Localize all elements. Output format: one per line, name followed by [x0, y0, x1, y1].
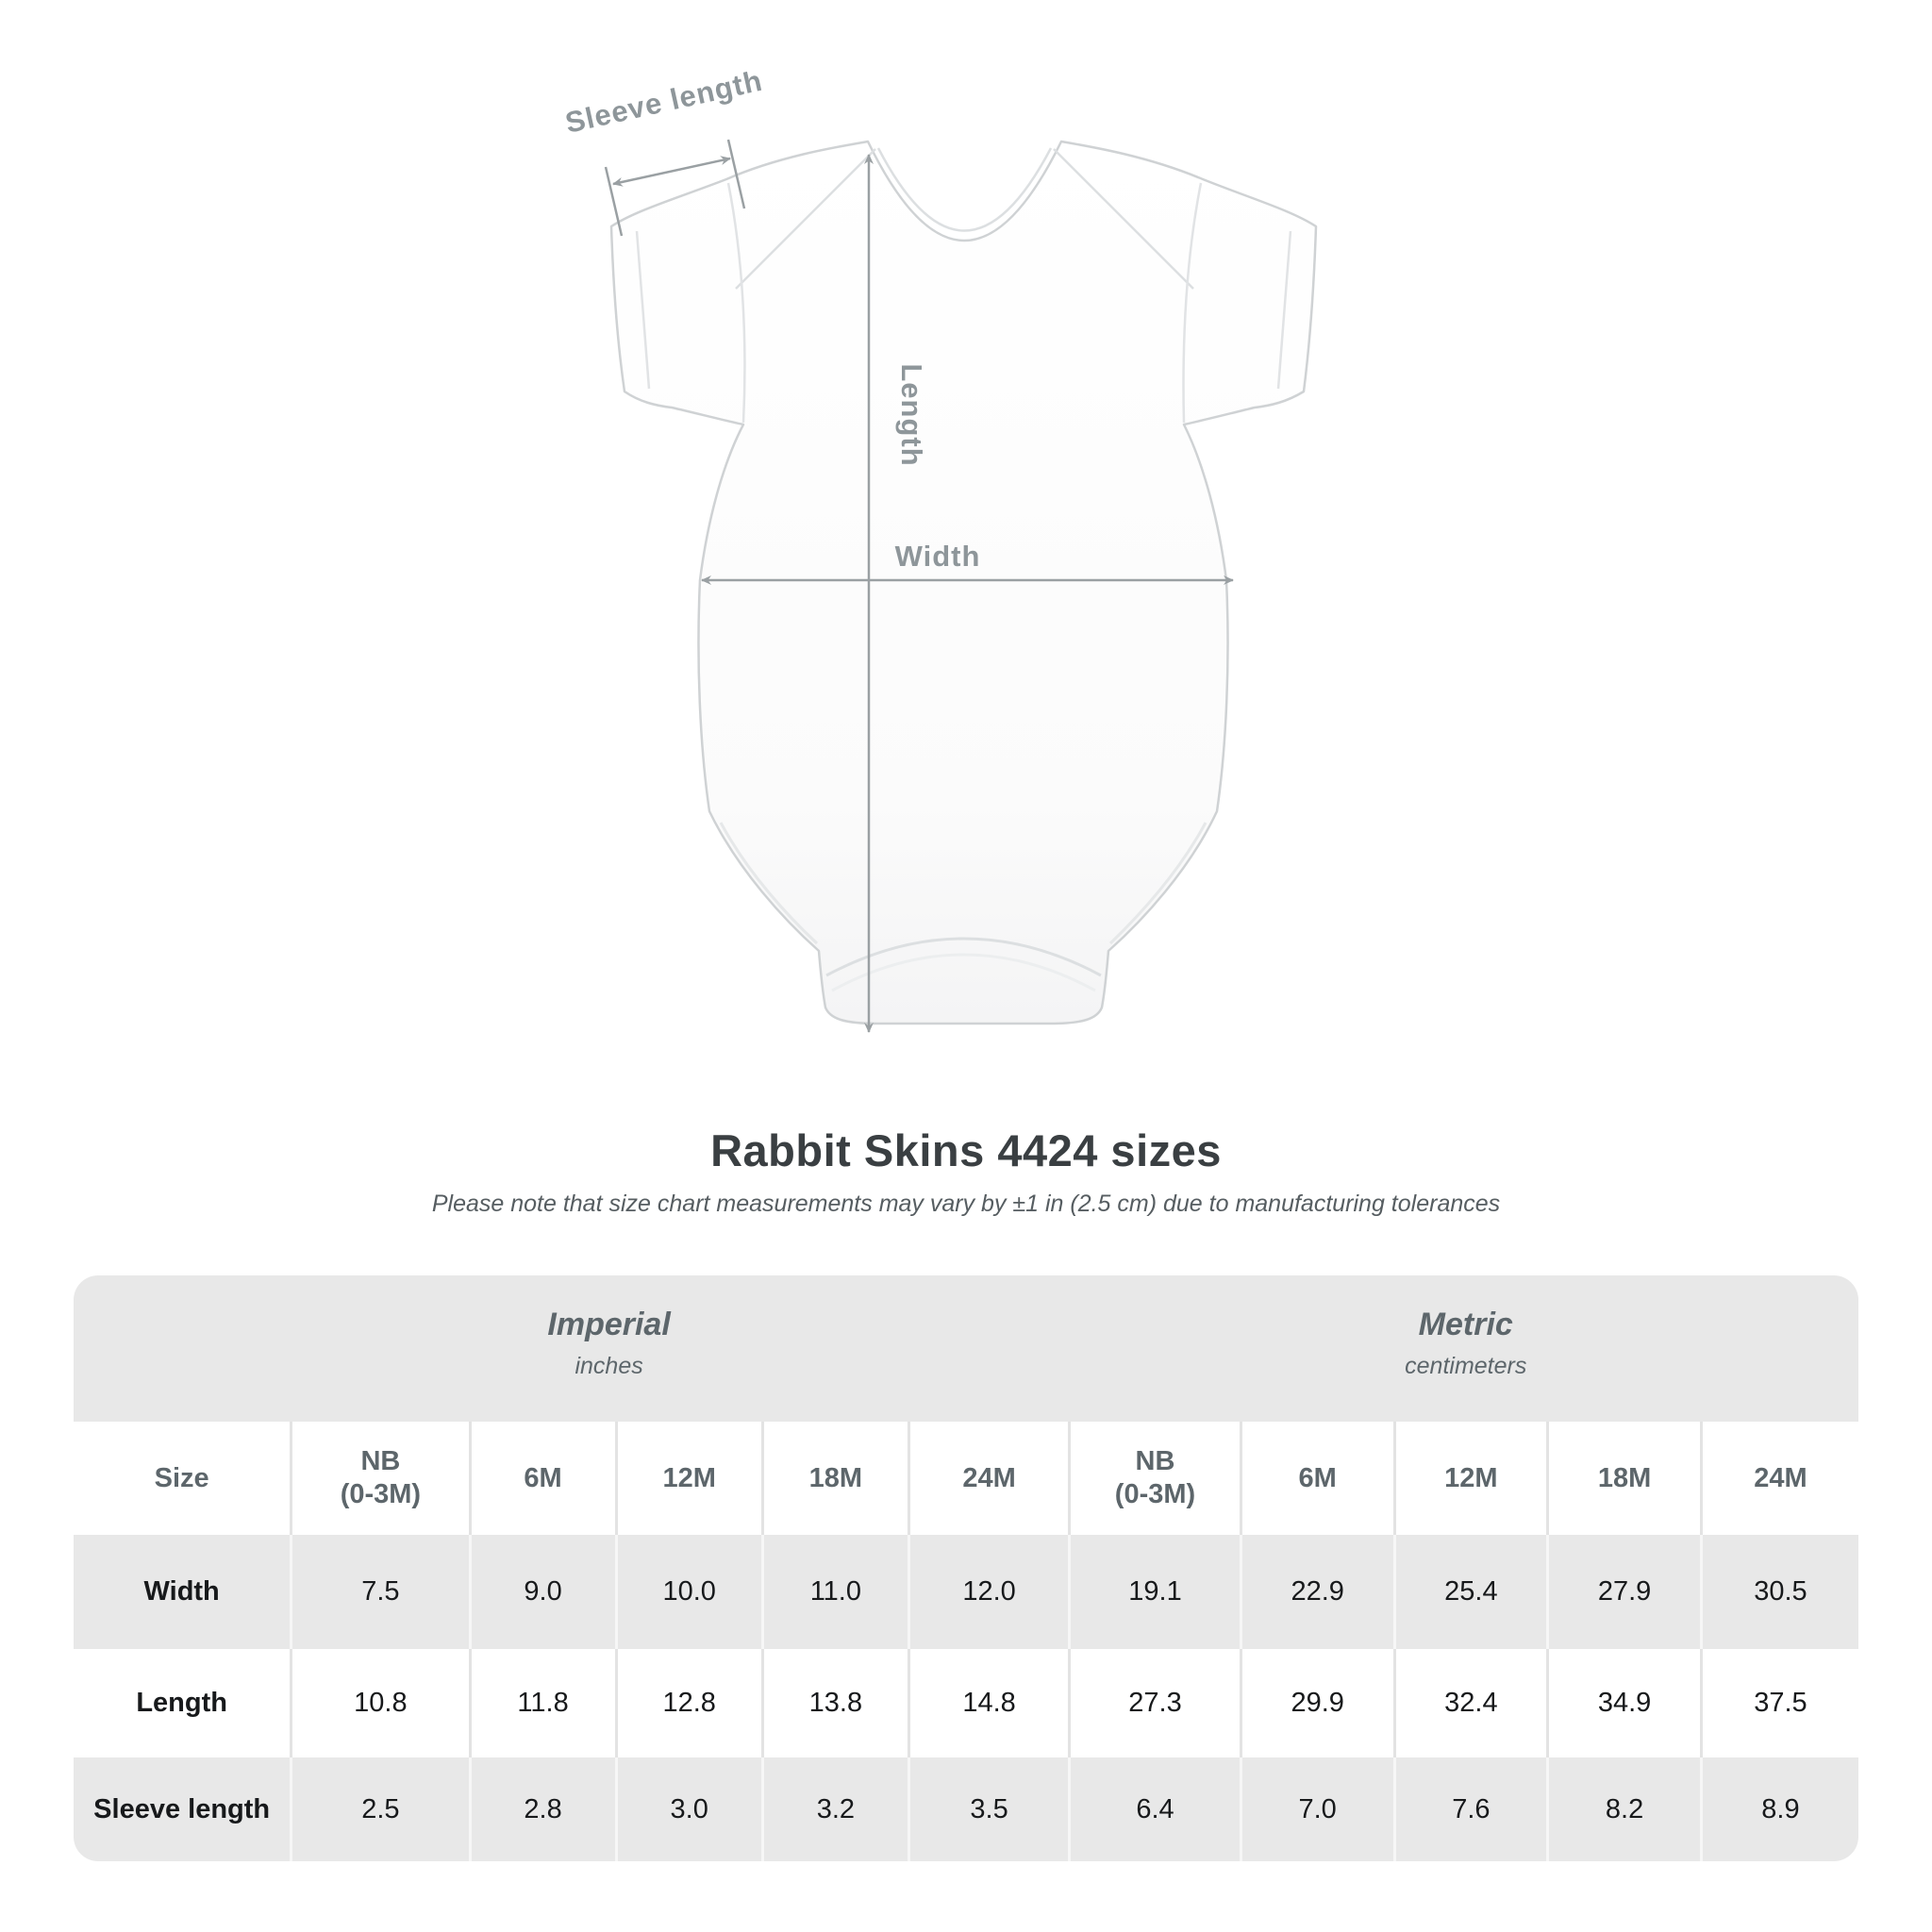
value-cell: 11.0	[760, 1535, 909, 1649]
column-header-cell: 18M	[760, 1422, 909, 1535]
value-cell: 9.0	[468, 1535, 617, 1649]
value-cell: 22.9	[1239, 1535, 1395, 1649]
sleeve-tick-right	[726, 139, 746, 209]
column-header-cell: 24M	[907, 1422, 1070, 1535]
value-cell: 34.9	[1546, 1649, 1702, 1757]
sleeve-length-label: Sleeve length	[562, 64, 765, 140]
value-cell: 2.8	[468, 1757, 617, 1861]
column-header-cell: 6M	[1239, 1422, 1395, 1535]
column-header-cell: 12M	[614, 1422, 763, 1535]
table-row: Length 10.8 11.8 12.8 13.8 14.8 27.3 29.9 32.4 34…	[74, 1649, 1858, 1757]
column-header-cell: NB (0-3M)	[290, 1422, 470, 1535]
left-cuff-seam	[635, 230, 651, 390]
sleeve-tick-left	[604, 166, 624, 237]
length-label: Length	[895, 363, 928, 466]
onesie-illustration: Sleeve length Length Width	[562, 64, 1318, 1033]
neckline-seam	[876, 147, 1053, 232]
metric-unit: centimeters	[1405, 1353, 1527, 1380]
value-cell: 13.8	[760, 1649, 909, 1757]
value-cell: 8.9	[1699, 1757, 1858, 1861]
value-cell: 29.9	[1239, 1649, 1395, 1757]
imperial-unit: inches	[575, 1353, 643, 1380]
column-header-cell: 6M	[468, 1422, 617, 1535]
left-lap-seam	[735, 148, 876, 290]
onesie-body	[609, 140, 1318, 1025]
value-cell: 7.0	[1239, 1757, 1395, 1861]
measurement-annotations	[604, 139, 1234, 1033]
value-cell: 27.9	[1546, 1535, 1702, 1649]
table-row: Width 7.5 9.0 10.0 11.0 12.0 19.1 22.9 25.4 27.9 3…	[74, 1535, 1858, 1649]
row-label: Length	[136, 1688, 227, 1718]
value-cell: 3.5	[907, 1757, 1070, 1861]
value-cell: 32.4	[1392, 1649, 1548, 1757]
crotch-flap-seam	[825, 937, 1102, 977]
value-cell: 30.5	[1699, 1535, 1858, 1649]
value-cell: 3.2	[760, 1757, 909, 1861]
value-cell: 7.5	[290, 1535, 470, 1649]
left-armhole-seam	[726, 182, 746, 424]
value-cell: 25.4	[1392, 1535, 1548, 1649]
row-label: Width	[143, 1576, 220, 1607]
column-header-cell: 18M	[1546, 1422, 1702, 1535]
page-title: Rabbit Skins 4424 sizes	[710, 1125, 1222, 1175]
units-band: Imperial inches Metric centimeters	[74, 1275, 1858, 1422]
size-header-cell: Size	[154, 1462, 209, 1493]
width-label: Width	[895, 540, 981, 573]
value-cell: 10.0	[614, 1535, 763, 1649]
metric-group-header: Metric centimeters	[1405, 1307, 1526, 1380]
right-cuff-seam	[1276, 230, 1292, 390]
value-cell: 19.1	[1068, 1535, 1241, 1649]
value-cell: 11.8	[468, 1649, 617, 1757]
value-cell: 6.4	[1068, 1757, 1241, 1861]
value-cell: 7.6	[1392, 1757, 1548, 1861]
onesie-diagram: Sleeve length Length Width	[557, 57, 1368, 1066]
value-cell: 14.8	[907, 1649, 1070, 1757]
value-cell: 12.0	[907, 1535, 1070, 1649]
value-cell: 10.8	[290, 1649, 470, 1757]
imperial-title: Imperial	[547, 1307, 671, 1342]
column-header-cell: 12M	[1392, 1422, 1548, 1535]
table-row: Sleeve length 2.5 2.8 3.0 3.2 3.5 6.4 7.0 7.6 8.2…	[74, 1757, 1858, 1861]
table-header-row: Size NB (0-3M) 6M 12M 18M 24M NB (0-3M) 6M 12M 18M 2…	[74, 1422, 1858, 1535]
value-cell: 12.8	[614, 1649, 763, 1757]
right-lap-seam	[1053, 148, 1194, 290]
imperial-group-header: Imperial inches	[547, 1307, 670, 1380]
value-cell: 37.5	[1699, 1649, 1858, 1757]
size-table: Size NB (0-3M) 6M 12M 18M 24M NB (0-3M) 6M 12M 18M 2…	[74, 1422, 1858, 1861]
value-cell: 2.5	[290, 1757, 470, 1861]
right-leg-binding	[1108, 822, 1208, 945]
row-label: Sleeve length	[93, 1793, 271, 1824]
column-header-cell: NB (0-3M)	[1068, 1422, 1241, 1535]
left-leg-binding	[719, 822, 819, 945]
right-armhole-seam	[1182, 182, 1203, 424]
tolerance-note: Please note that size chart measurements…	[431, 1191, 1501, 1217]
size-table-card: Imperial inches Metric centimeters Size N…	[74, 1275, 1858, 1861]
sleeve-dimension-line	[612, 156, 731, 187]
column-header-cell: 24M	[1699, 1422, 1858, 1535]
value-cell: 27.3	[1068, 1649, 1241, 1757]
value-cell: 8.2	[1546, 1757, 1702, 1861]
value-cell: 3.0	[614, 1757, 763, 1861]
metric-title: Metric	[1418, 1307, 1513, 1342]
